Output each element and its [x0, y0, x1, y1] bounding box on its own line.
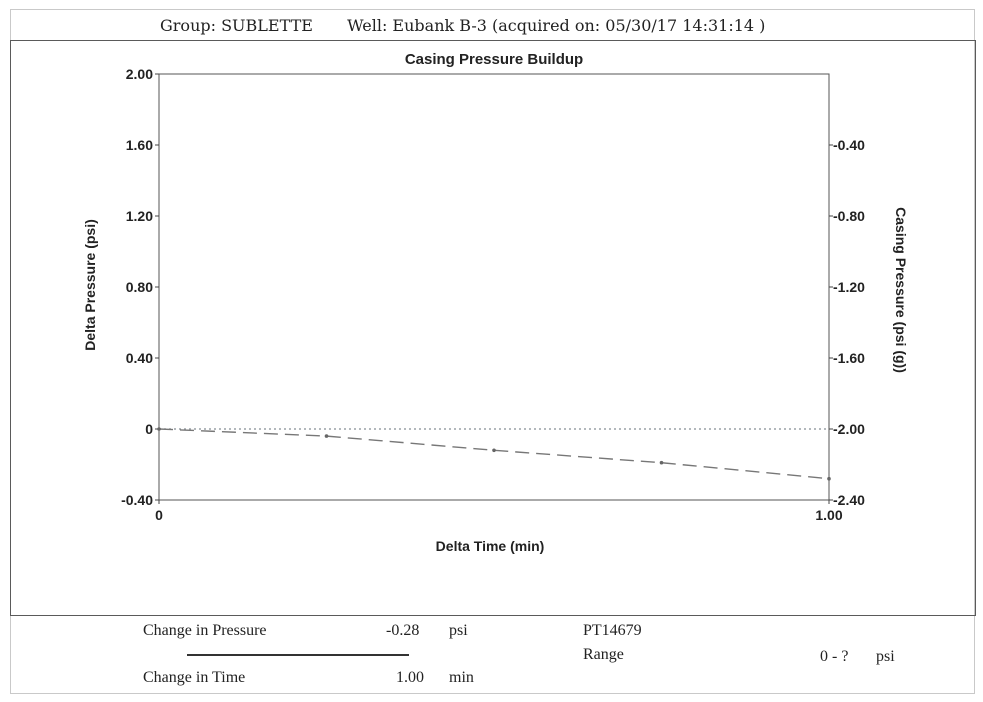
range-unit: psi: [876, 648, 895, 665]
report-header: Group: SUBLETTE Well: Eubank B-3 (acquir…: [160, 16, 920, 40]
data-point: [492, 448, 496, 453]
data-point: [157, 427, 161, 431]
y-tick-label-left: 2.00: [126, 66, 153, 82]
y-tick-label-left: 0.80: [126, 279, 153, 295]
data-point: [827, 476, 831, 481]
change-pressure-label: Change in Pressure: [143, 622, 267, 639]
x-axis-label: Delta Time (min): [436, 538, 545, 554]
change-pressure-unit: psi: [449, 622, 468, 639]
y-tick-label-left: 1.60: [126, 137, 153, 153]
range-label: Range: [583, 646, 624, 663]
series-layer: [157, 427, 831, 481]
footer-divider: [187, 654, 409, 656]
change-time-label: Change in Time: [143, 669, 246, 686]
data-point: [659, 460, 664, 465]
x-tick-label: 0: [155, 507, 163, 523]
data-point: [324, 434, 329, 438]
y-tick-label-right: -1.20: [833, 279, 865, 295]
change-time-unit: min: [449, 669, 474, 686]
x-axis: 0 1.00: [155, 500, 843, 523]
y-tick-label-right: -0.40: [833, 137, 865, 153]
y-tick-label-left: 1.20: [126, 208, 153, 224]
y-axis-left: -0.40 0 0.40 0.80 1.20 1.60 2.00: [121, 66, 159, 508]
x-tick-label: 1.00: [815, 507, 842, 523]
well-label: Well: Eubank B-3 (acquired on: 05/30/17 …: [347, 16, 766, 35]
plot-area: [158, 73, 830, 501]
y-tick-label-right: -0.80: [833, 208, 865, 224]
y-axis-label-right: Casing Pressure (psi (g)): [893, 207, 909, 373]
series-line: [158, 428, 830, 480]
y-tick-label-left: -0.40: [121, 492, 153, 508]
sensor-id: PT14679: [583, 622, 642, 639]
group-label: Group: SUBLETTE: [160, 16, 313, 35]
change-pressure-value: -0.28: [386, 622, 420, 639]
chart-title: Casing Pressure Buildup: [405, 51, 583, 68]
y-tick-label-right: -1.60: [833, 350, 865, 366]
y-tick-label-left: 0: [145, 421, 153, 437]
y-axis-label-left: Delta Pressure (psi): [82, 219, 98, 351]
y-axis-right: -2.40 -2.00 -1.60 -1.20 -0.80 -0.40: [829, 137, 865, 508]
y-tick-label-left: 0.40: [126, 350, 153, 366]
change-time-value: 1.00: [396, 669, 424, 686]
y-tick-label-right: -2.40: [833, 492, 865, 508]
plot-frame: [10, 40, 976, 616]
y-tick-label-right: -2.00: [833, 421, 865, 437]
range-value: 0 - ?: [820, 648, 849, 665]
